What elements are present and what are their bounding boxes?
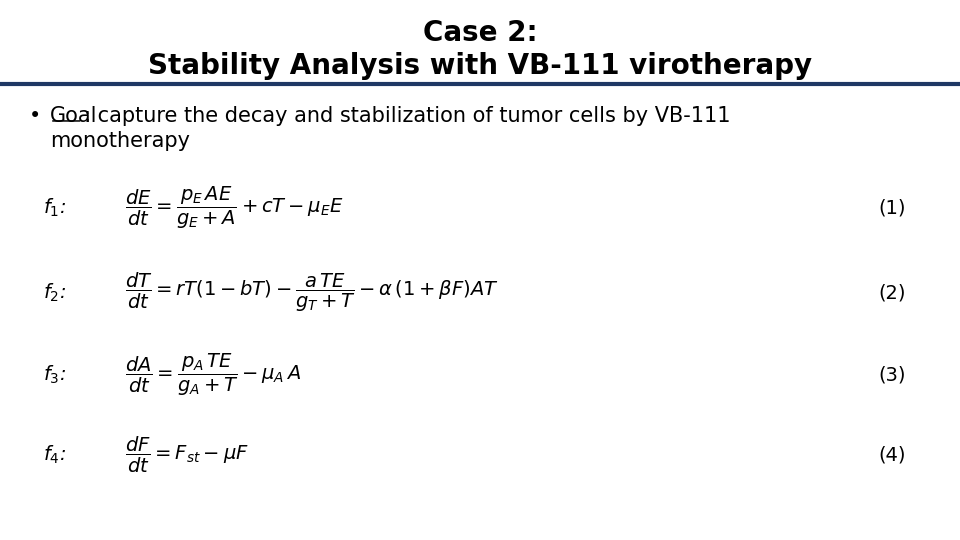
Text: $\dfrac{dF}{dt} = F_{st} - \mu F$: $\dfrac{dF}{dt} = F_{st} - \mu F$ (125, 435, 249, 475)
Text: $\dfrac{dT}{dt} = rT(1 - bT) - \dfrac{a\, TE}{g_T + T} - \alpha\,(1 + \beta F)AT: $\dfrac{dT}{dt} = rT(1 - bT) - \dfrac{a\… (125, 271, 498, 314)
Text: $f_4$:: $f_4$: (43, 443, 66, 466)
Text: monotherapy: monotherapy (50, 131, 190, 152)
Text: $f_1$:: $f_1$: (43, 197, 66, 219)
Text: (3): (3) (878, 366, 906, 385)
Text: : capture the decay and stabilization of tumor cells by VB-111: : capture the decay and stabilization of… (84, 106, 730, 126)
Text: (4): (4) (878, 445, 906, 464)
Text: $f_2$:: $f_2$: (43, 281, 66, 304)
Text: (2): (2) (878, 283, 906, 302)
Text: $f_3$:: $f_3$: (43, 364, 66, 387)
Text: Goal: Goal (50, 106, 97, 126)
Text: (1): (1) (878, 198, 906, 218)
Text: $\dfrac{dA}{dt} = \dfrac{p_A\, TE}{g_A + T} - \mu_A\, A$: $\dfrac{dA}{dt} = \dfrac{p_A\, TE}{g_A +… (125, 352, 300, 399)
Text: Case 2:: Case 2: (422, 19, 538, 48)
Text: $\dfrac{dE}{dt} = \dfrac{p_E\, AE}{g_E + A} + cT - \mu_E E$: $\dfrac{dE}{dt} = \dfrac{p_E\, AE}{g_E +… (125, 185, 344, 231)
Text: •: • (29, 106, 41, 126)
Text: Stability Analysis with VB-111 virotherapy: Stability Analysis with VB-111 virothera… (148, 52, 812, 80)
